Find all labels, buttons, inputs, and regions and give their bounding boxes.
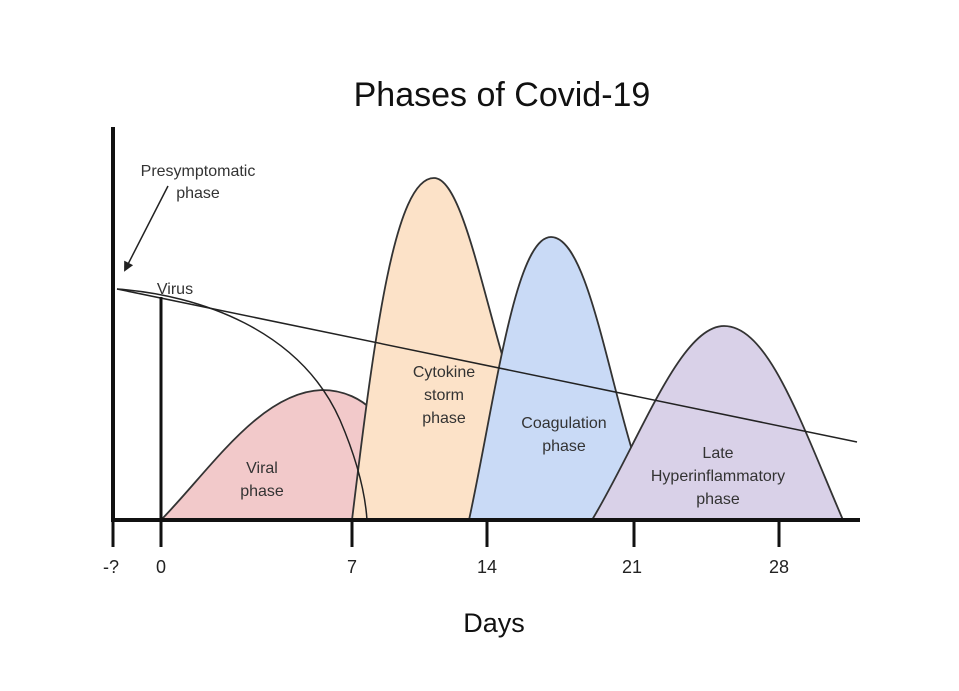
tick-label-neg: -? [103, 557, 119, 577]
presymptomatic-arrow-icon [124, 185, 169, 272]
presymptomatic-label-line2: phase [176, 185, 220, 202]
viral-phase-label-line2: phase [240, 483, 284, 500]
presymptomatic-label-line1: Presymptomatic [141, 163, 256, 180]
coagulation-phase-label-line2: phase [542, 438, 586, 455]
tick-label-28: 28 [769, 557, 789, 577]
late-phase-area [590, 325, 845, 521]
cytokine-phase-area [350, 177, 506, 521]
viral-phase-area [158, 389, 373, 521]
cytokine-phase-label-line3: phase [422, 410, 466, 427]
cytokine-phase-label-line2: storm [424, 387, 464, 404]
virus-decline-line [116, 288, 858, 443]
late-phase-label-line2: Hyperinflammatory [651, 468, 785, 485]
chart-title: Phases of Covid-19 [354, 76, 651, 114]
virus-arc-curve [116, 288, 368, 521]
tick-label-21: 21 [622, 557, 642, 577]
tick-label-14: 14 [477, 557, 497, 577]
virus-label: Virus [157, 281, 193, 298]
x-axis-ticks [111, 520, 781, 547]
x-axis-title: Days [463, 608, 525, 638]
tick-label-0: 0 [156, 557, 166, 577]
coagulation-phase-label-line1: Coagulation [521, 415, 606, 432]
late-phase-label-line1: Late [702, 445, 733, 462]
late-phase-label-line3: phase [696, 491, 740, 508]
tick-label-7: 7 [347, 557, 357, 577]
cytokine-phase-label-line1: Cytokine [413, 364, 475, 381]
viral-phase-label-line1: Viral [246, 460, 278, 477]
